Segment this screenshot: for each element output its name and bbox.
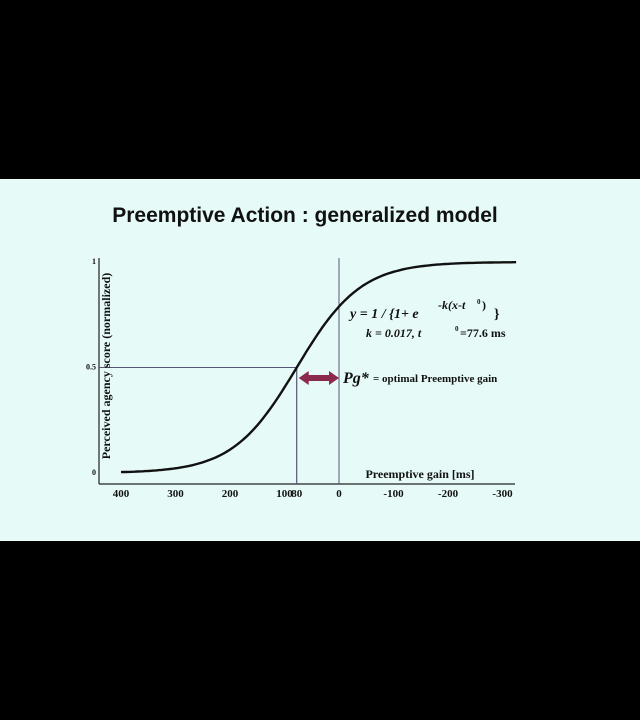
x-tick-label: 100	[276, 488, 293, 500]
optimal-gain-arrow	[298, 371, 339, 385]
chart-axes	[98, 258, 515, 485]
pg-description: = optimal Preemptive gain	[373, 373, 497, 385]
chart-curve	[120, 261, 517, 474]
x-axis-label: Preemptive gain [ms]	[365, 467, 474, 481]
y-tick-label: 0.5	[86, 363, 96, 372]
equation-close: }	[494, 307, 500, 322]
equation-params-sup: 0	[455, 325, 459, 333]
equation-exponent-sup: 0	[477, 298, 481, 306]
x-tick-label: 0	[336, 488, 342, 500]
x-tick-label: 200	[222, 488, 239, 500]
x-tick-label: 300	[167, 488, 184, 500]
slide-background	[0, 179, 640, 541]
y-tick-label: 1	[92, 257, 96, 266]
chart-annotations: Pg* = optimal Preemptive gain y = 1 / {1+ …	[298, 298, 506, 387]
equation-main: y = 1 / {1+ e	[348, 307, 419, 322]
slide-title: Preemptive Action : generalized model	[112, 204, 498, 227]
chart-guides	[99, 258, 340, 484]
x-tick-label: 400	[113, 488, 130, 500]
equation-exponent-close: )	[482, 298, 486, 312]
equation-params-rest: =77.6 ms	[460, 326, 506, 340]
y-tick-label: 0	[92, 468, 96, 477]
pg-symbol: Pg*	[342, 370, 370, 387]
equation-exponent: -k(x-t	[438, 298, 466, 312]
equation-params: k = 0.017, t	[366, 326, 422, 340]
x-tick-label: -300	[492, 488, 513, 500]
x-tick-label: -100	[383, 488, 404, 500]
y-axis-label: Perceived agency score (normalized)	[99, 273, 113, 460]
x-tick-label: -200	[438, 488, 459, 500]
x-tick-label: 80	[291, 488, 303, 500]
sigmoid-line	[120, 261, 517, 474]
